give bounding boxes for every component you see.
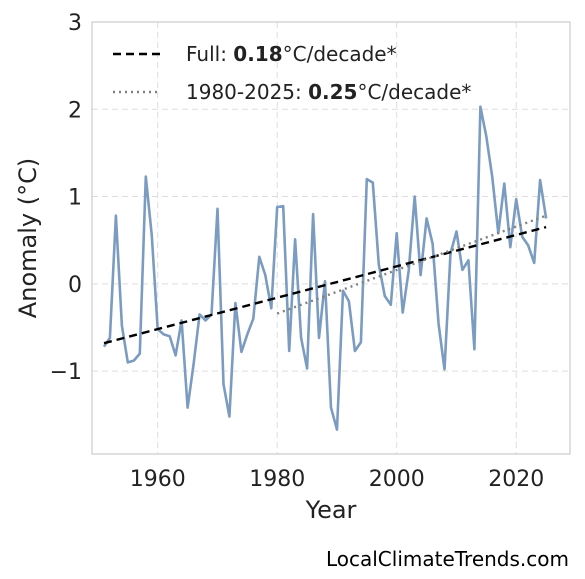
x-tick-label: 1980 [249, 467, 305, 492]
y-axis-label: Anomaly (°C) [14, 158, 42, 318]
legend-trend-value: 0.18 [233, 42, 282, 66]
legend: Full: 0.18°C/decade*1980-2025: 0.25°C/de… [113, 42, 471, 104]
legend-suffix: °C/decade* [283, 42, 397, 66]
legend-entry: Full: 0.18°C/decade* [186, 42, 397, 66]
legend-entry: 1980-2025: 0.25°C/decade* [186, 80, 471, 104]
plot-frame [91, 21, 571, 455]
x-tick-label: 2020 [488, 467, 544, 492]
legend-trend-value: 0.25 [308, 80, 357, 104]
x-tick-label: 1960 [130, 467, 186, 492]
y-tick-label: 1 [68, 186, 82, 211]
series-layer [102, 105, 548, 431]
x-ticks: 1960 1980 2000 2020 [130, 467, 544, 492]
legend-suffix: °C/decade* [357, 80, 471, 104]
y-tick-label: 2 [68, 98, 82, 123]
legend-prefix: 1980-2025: [186, 80, 308, 104]
x-tick-label: 2000 [369, 467, 425, 492]
y-tick-label: 0 [68, 273, 82, 298]
full-trend-line [103, 225, 547, 345]
y-tick-label: −1 [50, 360, 82, 385]
watermark: LocalClimateTrends.com [325, 547, 569, 571]
y-tick-label: 3 [68, 11, 82, 36]
legend-prefix: Full: [186, 42, 233, 66]
x-axis-label: Year [305, 496, 357, 524]
y-ticks: −1 0 1 2 3 [50, 11, 82, 385]
anomaly-series-line [102, 105, 548, 431]
